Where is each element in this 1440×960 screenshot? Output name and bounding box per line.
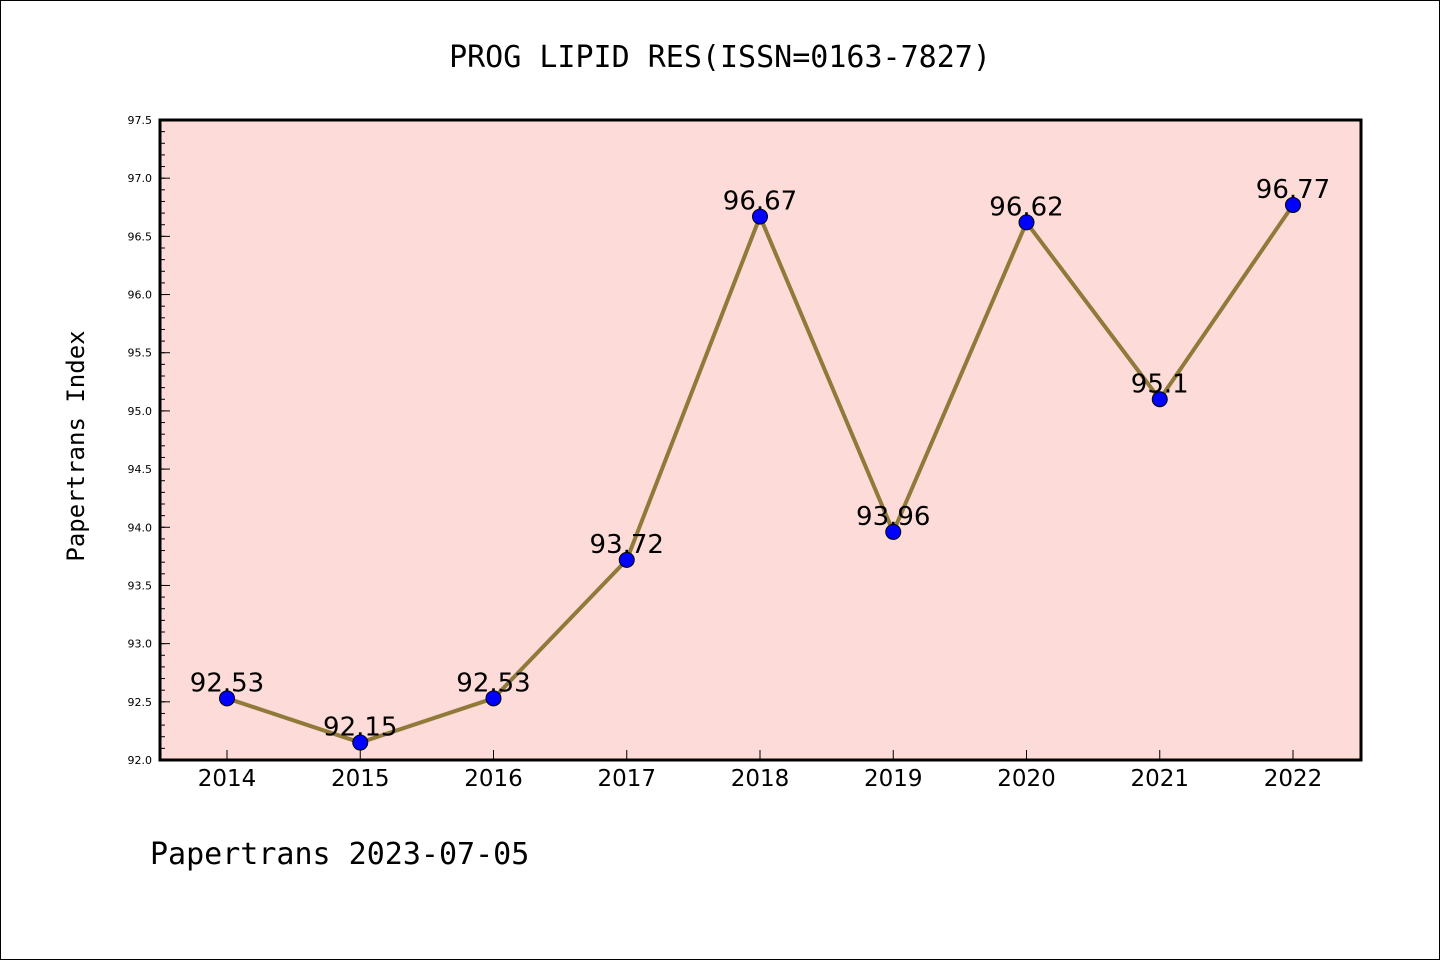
x-tick-label: 2022 (1264, 766, 1323, 792)
x-tick-label: 2015 (331, 766, 390, 792)
data-label: 92.15 (323, 713, 397, 743)
data-point-marker (352, 734, 369, 751)
data-label: 93.96 (856, 502, 930, 532)
x-tick-label: 2021 (1130, 766, 1189, 792)
data-label: 96.77 (1256, 175, 1330, 205)
data-point-marker (1285, 196, 1301, 213)
plot-border (158, 118, 1363, 762)
footer-text: Papertrans 2023-07-05 (150, 837, 529, 872)
y-axis: 92.0 92.5 93.0 93.5 94.0 94.5 95.0 95.5 96.0 96.5… (128, 114, 170, 767)
x-tick-label: 2014 (198, 766, 257, 792)
data-point-marker (885, 523, 902, 540)
data-point-marker (1018, 214, 1035, 231)
x-tick-label: 2020 (997, 766, 1056, 792)
y-axis-label: Papertrans Index (62, 330, 90, 561)
data-point-marker (485, 690, 502, 707)
y-tick-label: 96.0 (128, 289, 153, 302)
marker-group (219, 196, 1301, 751)
x-tick-label: 2019 (864, 766, 923, 792)
data-label: 96.62 (989, 192, 1063, 222)
data-label: 96.67 (723, 187, 797, 217)
data-point-marker (618, 551, 635, 568)
data-label: 92.53 (190, 668, 264, 698)
data-point-marker (1151, 391, 1168, 408)
y-tick-label: 94.5 (128, 463, 153, 476)
y-tick-label: 95.0 (128, 405, 153, 418)
x-axis: 2014 2015 2016 2017 2018 2019 2020 2021 2022 (198, 750, 1323, 792)
x-tick-label: 2016 (464, 766, 523, 792)
y-tick-label: 95.5 (128, 347, 153, 360)
data-label: 93.72 (590, 530, 664, 560)
data-point-marker (752, 208, 768, 225)
chart-title: PROG LIPID RES(ISSN=0163-7827) (449, 40, 991, 75)
y-tick-label: 94.0 (128, 521, 153, 534)
y-tick-label: 96.5 (128, 230, 153, 243)
y-tick-label: 92.0 (128, 754, 153, 767)
data-label: 92.53 (456, 668, 530, 698)
x-tick-label: 2018 (731, 766, 790, 792)
y-tick-label: 93.5 (128, 579, 153, 592)
data-label-group: 92.53 92.15 92.53 93.72 96.67 93.96 96.62 95.1 9… (190, 175, 1330, 743)
y-tick-label: 92.5 (128, 696, 153, 709)
y-tick-label: 93.0 (128, 638, 153, 651)
data-point-marker (219, 690, 235, 707)
plot-area (160, 120, 1361, 760)
y-tick-label: 97.5 (128, 114, 153, 127)
y-tick-label: 97.0 (128, 172, 153, 185)
data-label: 95.1 (1131, 369, 1189, 399)
x-tick-label: 2017 (597, 766, 656, 792)
